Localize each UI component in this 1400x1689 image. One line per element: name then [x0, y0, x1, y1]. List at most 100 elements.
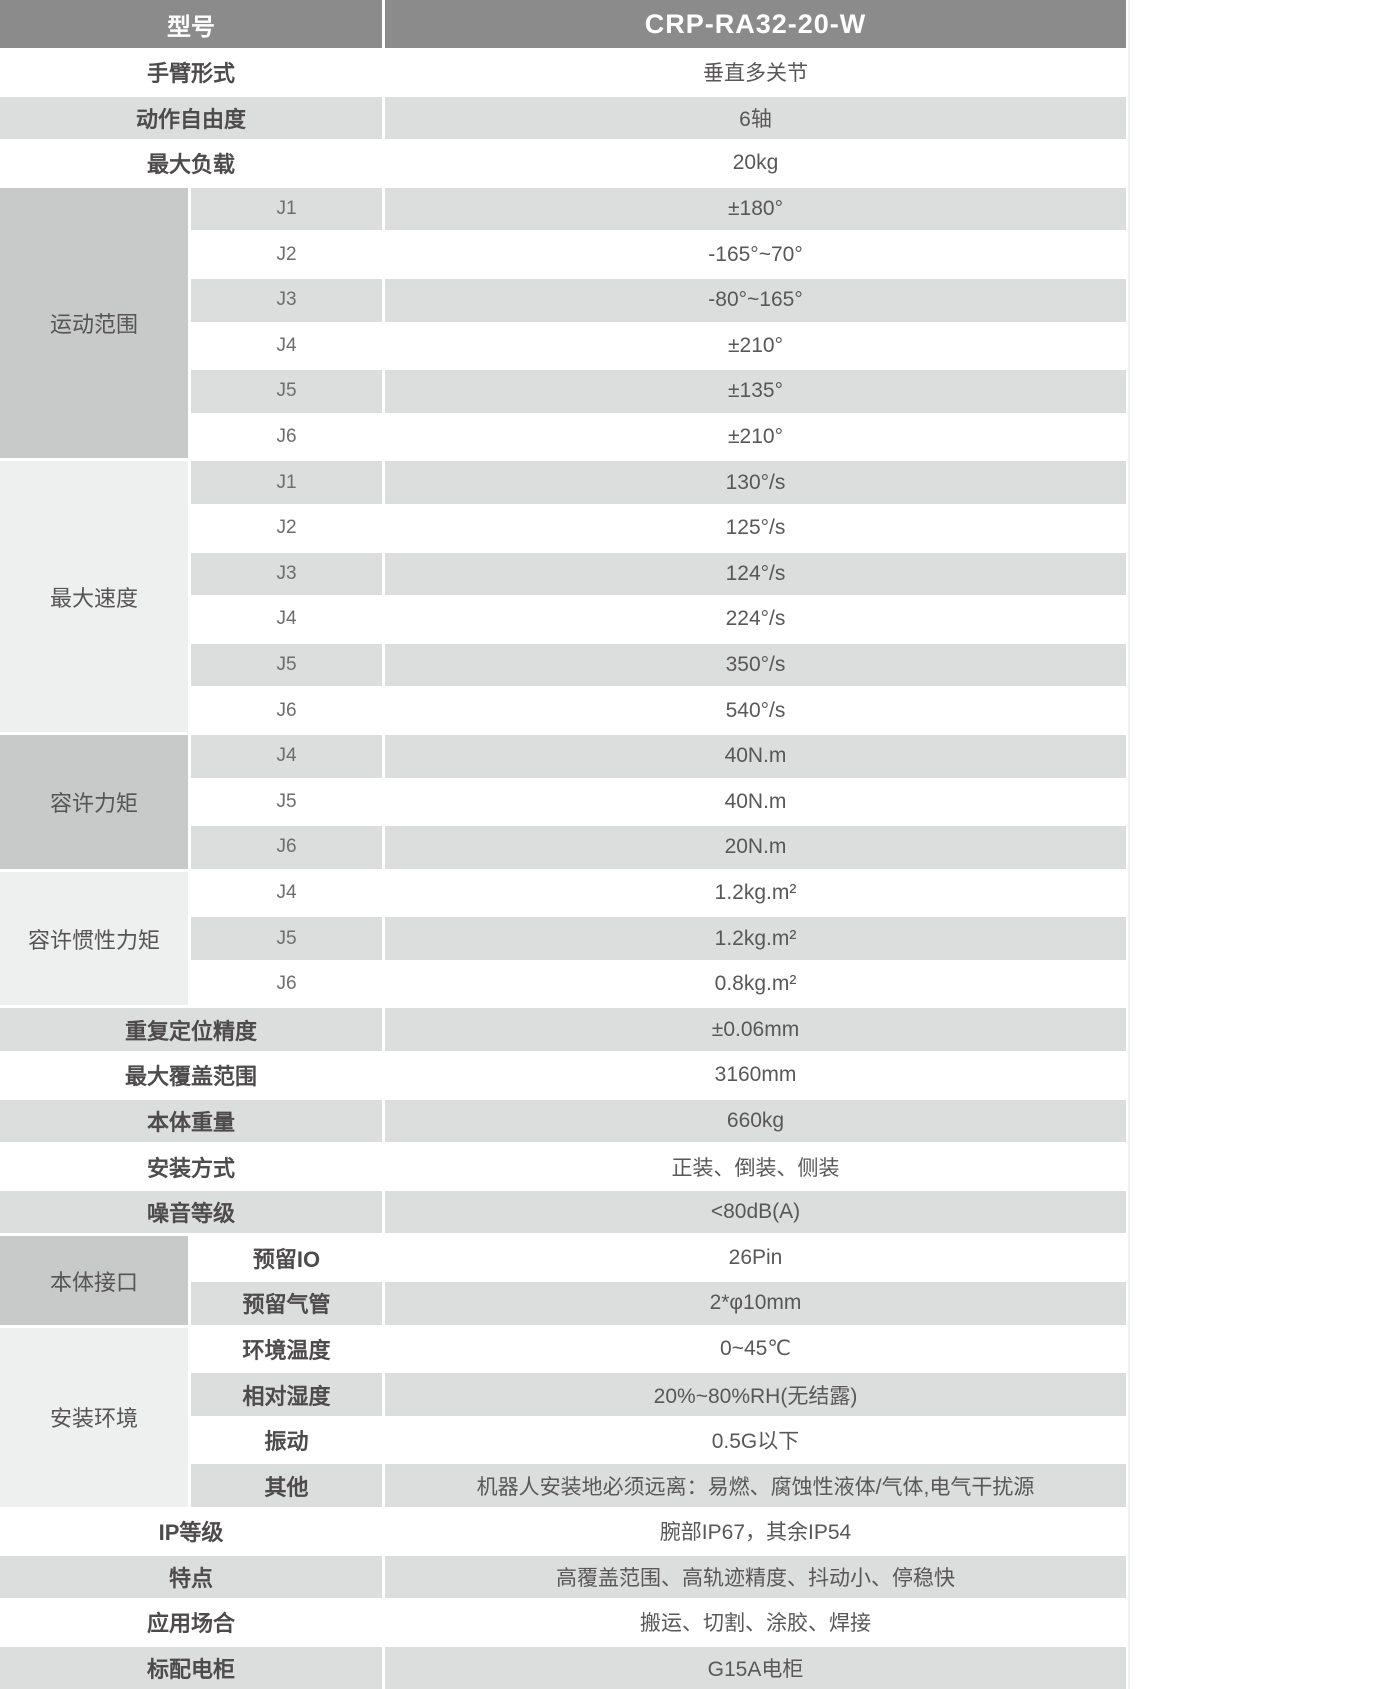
value-arm-type: 垂直多关节: [382, 48, 1126, 94]
table-row: 安装方式 正装、倒装、侧装: [0, 1142, 1126, 1188]
joint-label: J5: [188, 777, 382, 824]
sub-label: 预留气管: [188, 1279, 382, 1325]
sub-value: 0.5G以下: [382, 1415, 1126, 1462]
label-ip-rating: IP等级: [0, 1507, 382, 1553]
table-row: J4 224°/s: [0, 595, 1126, 641]
label-repeatability: 重复定位精度: [0, 1005, 382, 1052]
table-row: 手臂形式 垂直多关节: [0, 48, 1126, 94]
table-row: 标配电柜 G15A电柜: [0, 1643, 1126, 1689]
joint-label: J4: [188, 321, 382, 368]
joint-value: 125°/s: [382, 503, 1126, 550]
label-dof: 动作自由度: [0, 93, 382, 140]
joint-label: J1: [188, 458, 382, 504]
table-row: J2 125°/s: [0, 503, 1126, 550]
value-applications: 搬运、切割、涂胶、焊接: [382, 1598, 1126, 1644]
sub-value: 机器人安装地必须远离：易燃、腐蚀性液体/气体,电气干扰源: [382, 1461, 1126, 1507]
joint-label: J6: [188, 686, 382, 732]
joint-label: J1: [188, 184, 382, 231]
joint-label: J6: [188, 823, 382, 869]
category-allowable-inertia: 容许惯性力矩: [0, 868, 188, 1006]
category-install-environment: 安装环境: [0, 1324, 188, 1507]
table-right-edge-line: [1128, 0, 1130, 1689]
joint-value: -165°~70°: [382, 230, 1126, 276]
table-row: J5 40N.m: [0, 777, 1126, 824]
sub-value: 2*φ10mm: [382, 1279, 1126, 1325]
label-applications: 应用场合: [0, 1598, 382, 1644]
joint-value: 0.8kg.m²: [382, 959, 1126, 1006]
value-features: 高覆盖范围、高轨迹精度、抖动小、停稳快: [382, 1552, 1126, 1599]
label-noise: 噪音等级: [0, 1187, 382, 1234]
joint-label: J4: [188, 595, 382, 641]
table-row: J6 20N.m: [0, 823, 1126, 869]
value-body-weight: 660kg: [382, 1096, 1126, 1143]
table-row: 应用场合 搬运、切割、涂胶、焊接: [0, 1598, 1126, 1644]
table-row: IP等级 腕部IP67，其余IP54: [0, 1507, 1126, 1553]
joint-value: 40N.m: [382, 731, 1126, 778]
joint-value: 40N.m: [382, 777, 1126, 824]
table-row: 最大负载 20kg: [0, 139, 1126, 185]
category-allowable-torque: 容许力矩: [0, 731, 188, 869]
sub-value: 20%~80%RH(无结露): [382, 1370, 1126, 1416]
table-row: 最大覆盖范围 3160mm: [0, 1051, 1126, 1097]
joint-label: J2: [188, 503, 382, 550]
table-header-row: 型号 CRP-RA32-20-W: [0, 0, 1126, 48]
sub-label: 其他: [188, 1461, 382, 1507]
value-cabinet: G15A电柜: [382, 1643, 1126, 1689]
joint-value: ±210°: [382, 412, 1126, 459]
joint-value: 1.2kg.m²: [382, 914, 1126, 960]
spec-sheet: 型号 CRP-RA32-20-W 手臂形式 垂直多关节 动作自由度 6轴 最大负…: [0, 0, 1130, 1689]
table-row: 本体接口 预留IO 26Pin: [0, 1233, 1126, 1325]
sub-label: 相对湿度: [188, 1370, 382, 1416]
table-row: 动作自由度 6轴: [0, 93, 1126, 140]
joint-value: ±135°: [382, 367, 1126, 413]
value-dof: 6轴: [382, 93, 1126, 140]
value-mounting: 正装、倒装、侧装: [382, 1142, 1126, 1188]
table-row: 振动 0.5G以下: [0, 1415, 1126, 1462]
table-row: J2 -165°~70°: [0, 230, 1126, 276]
joint-value: 124°/s: [382, 549, 1126, 596]
table-row: J6 540°/s: [0, 686, 1126, 732]
label-cabinet: 标配电柜: [0, 1643, 382, 1689]
table-row: J3 124°/s: [0, 549, 1126, 596]
category-body-interface: 本体接口: [0, 1233, 188, 1325]
joint-value: 350°/s: [382, 640, 1126, 687]
joint-label: J6: [188, 412, 382, 459]
joint-label: J5: [188, 367, 382, 413]
sub-label: 环境温度: [188, 1324, 382, 1371]
model-header-value: CRP-RA32-20-W: [382, 0, 1126, 48]
joint-value: 540°/s: [382, 686, 1126, 732]
label-features: 特点: [0, 1552, 382, 1599]
table-row: 最大速度 J1 130°/s: [0, 458, 1126, 732]
category-max-speed: 最大速度: [0, 458, 188, 732]
table-row: 噪音等级 <80dB(A): [0, 1187, 1126, 1234]
table-row: 运动范围 J1 ±180°: [0, 184, 1126, 459]
value-noise: <80dB(A): [382, 1187, 1126, 1234]
table-row: 本体重量 660kg: [0, 1096, 1126, 1143]
value-ip-rating: 腕部IP67，其余IP54: [382, 1507, 1126, 1553]
table-row: J4 ±210°: [0, 321, 1126, 368]
table-row: J6 ±210°: [0, 412, 1126, 459]
table-row: J5 350°/s: [0, 640, 1126, 687]
joint-label: J6: [188, 959, 382, 1006]
table-row: J6 0.8kg.m²: [0, 959, 1126, 1006]
robot-spec-table: 型号 CRP-RA32-20-W 手臂形式 垂直多关节 动作自由度 6轴 最大负…: [0, 0, 1126, 1689]
table-row: J5 ±135°: [0, 367, 1126, 413]
sub-value: 0~45℃: [382, 1324, 1126, 1371]
table-row: 其他 机器人安装地必须远离：易燃、腐蚀性液体/气体,电气干扰源: [0, 1461, 1126, 1507]
joint-value: 1.2kg.m²: [382, 868, 1126, 915]
model-header-label: 型号: [0, 0, 382, 48]
sub-value: 26Pin: [382, 1233, 1126, 1280]
label-mounting: 安装方式: [0, 1142, 382, 1188]
table-row: 重复定位精度 ±0.06mm: [0, 1005, 1126, 1052]
joint-value: 20N.m: [382, 823, 1126, 869]
table-row: J3 -80°~165°: [0, 275, 1126, 322]
table-row: 相对湿度 20%~80%RH(无结露): [0, 1370, 1126, 1416]
label-arm-type: 手臂形式: [0, 48, 382, 94]
sub-label: 预留IO: [188, 1233, 382, 1280]
label-max-reach: 最大覆盖范围: [0, 1051, 382, 1097]
joint-label: J4: [188, 731, 382, 778]
table-row: J5 1.2kg.m²: [0, 914, 1126, 960]
joint-value: ±180°: [382, 184, 1126, 231]
value-max-reach: 3160mm: [382, 1051, 1126, 1097]
joint-label: J5: [188, 914, 382, 960]
